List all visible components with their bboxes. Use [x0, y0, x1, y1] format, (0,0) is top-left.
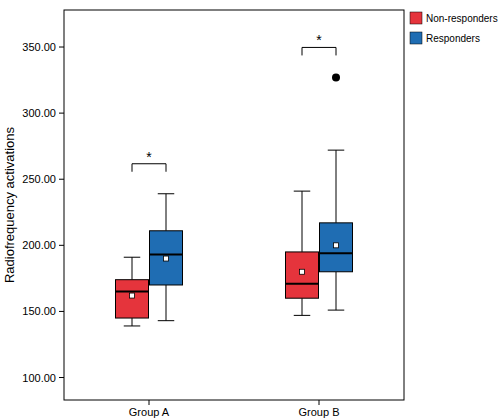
box [150, 231, 183, 285]
whisker-upper [302, 191, 303, 252]
whisker-cap-upper [294, 191, 311, 192]
whisker-lower [132, 318, 133, 326]
whisker-cap-upper [124, 257, 141, 258]
y-tick-label: 250.00 [22, 173, 56, 185]
whisker-cap-lower [328, 310, 345, 311]
y-tick-label: 200.00 [22, 239, 56, 251]
legend-swatch [410, 32, 422, 44]
legend-label: Responders [426, 33, 480, 44]
whisker-upper [336, 150, 337, 223]
whisker-lower [166, 285, 167, 321]
whisker-cap-lower [294, 315, 311, 316]
mean-marker [300, 269, 305, 274]
legend-swatch [410, 12, 422, 24]
whisker-cap-upper [328, 150, 345, 151]
significance-label: * [316, 32, 322, 48]
significance-bracket [302, 47, 336, 55]
y-tick-label: 300.00 [22, 107, 56, 119]
legend-label: Non-responders [426, 13, 498, 24]
y-tick-label: 350.00 [22, 41, 56, 53]
y-axis-label: Radiofrequency activations [2, 126, 17, 283]
median [116, 291, 149, 293]
plot-frame [64, 10, 404, 400]
y-tick [59, 377, 64, 378]
whisker-cap-lower [158, 320, 175, 321]
box [286, 252, 319, 298]
mean-marker [334, 243, 339, 248]
median [286, 283, 319, 285]
whisker-lower [336, 272, 337, 310]
y-tick [59, 113, 64, 114]
whisker-upper [166, 194, 167, 231]
median [150, 254, 183, 256]
x-tick-label: Group A [129, 406, 170, 418]
y-tick-label: 100.00 [22, 372, 56, 384]
x-tick-label: Group B [299, 406, 340, 418]
y-tick [59, 179, 64, 180]
whisker-upper [132, 257, 133, 279]
x-tick [319, 400, 320, 405]
significance-bracket [132, 164, 166, 172]
x-tick [149, 400, 150, 405]
y-tick-label: 150.00 [22, 305, 56, 317]
box [320, 223, 353, 272]
background [0, 0, 500, 420]
median [320, 252, 353, 254]
significance-label: * [146, 149, 152, 165]
y-tick [59, 47, 64, 48]
legend: Non-responders Responders [410, 12, 498, 44]
whisker-cap-lower [124, 325, 141, 326]
marks [116, 73, 353, 326]
y-tick [59, 245, 64, 246]
box [116, 280, 149, 318]
outlier [332, 73, 340, 81]
chart: 100.00 150.00 200.00 250.00 300.00 350.00 Radi… [0, 0, 500, 420]
mean-marker [164, 256, 169, 261]
mean-marker [130, 293, 135, 298]
y-tick [59, 311, 64, 312]
whisker-cap-upper [158, 193, 175, 194]
whisker-lower [302, 298, 303, 315]
